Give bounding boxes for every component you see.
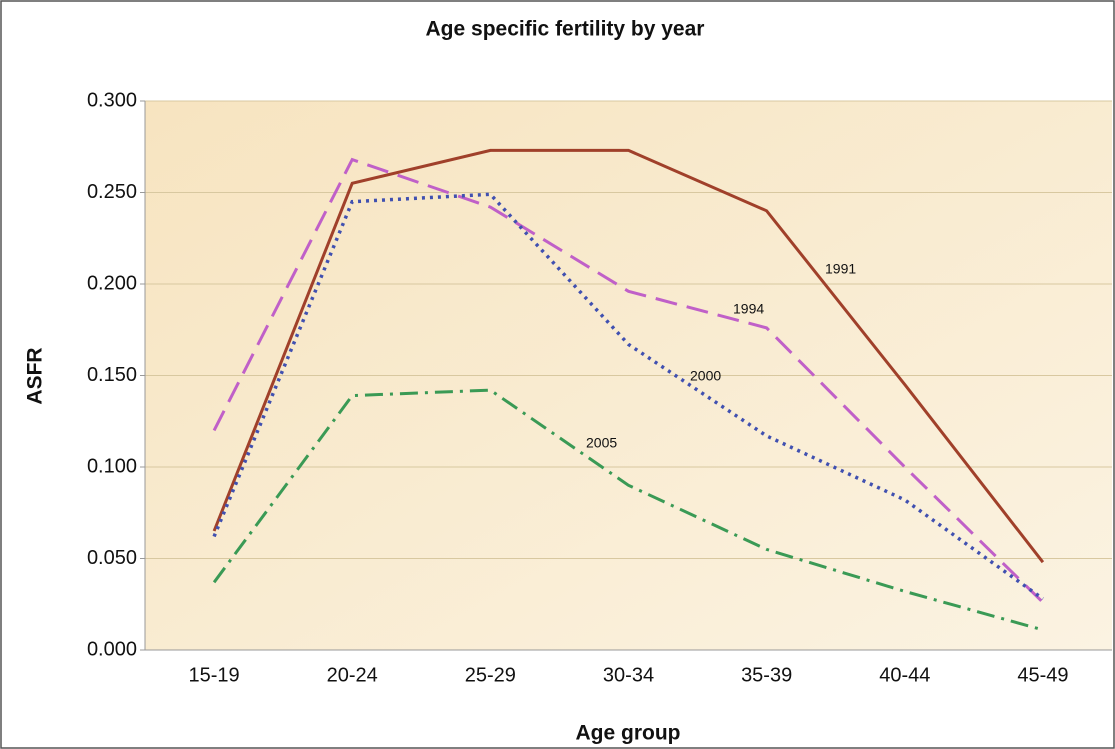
chart-title: Age specific fertility by year [426,18,705,41]
y-axis-title: ASFR [24,347,47,404]
y-tick-label: 0.100 [87,455,137,477]
series-label: 2000 [690,368,721,384]
x-axis-title: Age group [576,722,681,745]
y-tick-label: 0.150 [87,364,137,386]
series-line [212,192,1044,601]
series-line [212,157,1044,604]
y-tick-label: 0.000 [87,638,137,660]
y-tick-label: 0.300 [87,89,137,111]
x-tick-label: 15-19 [188,664,239,686]
x-tick-label: 30-34 [603,664,654,686]
series-label: 2005 [586,435,617,451]
x-tick-label: 45-49 [1017,664,1068,686]
series-label: 1991 [825,261,856,277]
series-line [212,388,1044,632]
series-line [212,148,1045,564]
x-tick-label: 25-29 [465,664,516,686]
y-tick-label: 0.050 [87,547,137,569]
x-tick-label: 40-44 [879,664,930,686]
y-tick-label: 0.250 [87,181,137,203]
x-tick-label: 20-24 [327,664,378,686]
x-tick-label: 35-39 [741,664,792,686]
y-tick-label: 0.200 [87,272,137,294]
series-label: 1994 [733,301,764,317]
